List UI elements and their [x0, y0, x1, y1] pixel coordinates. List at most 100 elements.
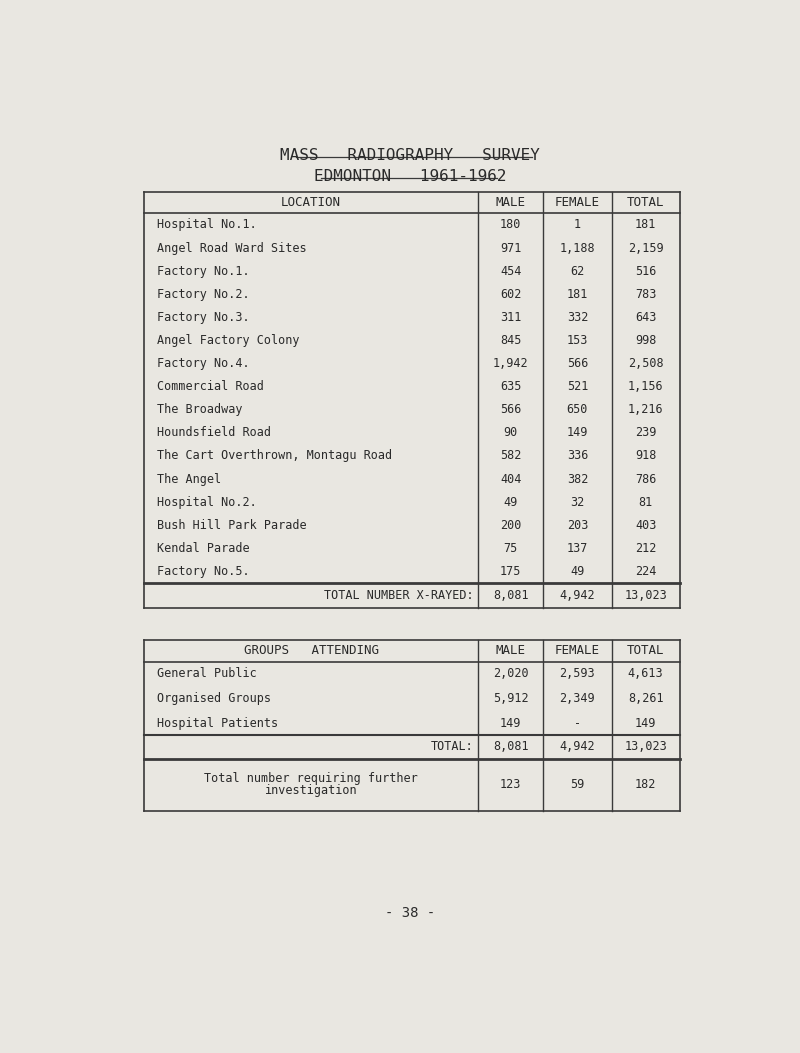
Text: 149: 149	[635, 717, 656, 730]
Text: 59: 59	[570, 778, 585, 791]
Text: 382: 382	[566, 473, 588, 485]
Text: 566: 566	[500, 403, 522, 416]
Text: 8,261: 8,261	[628, 692, 663, 704]
Text: 582: 582	[500, 450, 522, 462]
Text: 332: 332	[566, 311, 588, 324]
Text: 635: 635	[500, 380, 522, 393]
Text: 181: 181	[566, 287, 588, 301]
Text: Total number requiring further: Total number requiring further	[204, 772, 418, 786]
Text: 516: 516	[635, 264, 656, 278]
Text: 336: 336	[566, 450, 588, 462]
Text: TOTAL NUMBER X-RAYED:: TOTAL NUMBER X-RAYED:	[324, 589, 474, 602]
Text: 1,216: 1,216	[628, 403, 663, 416]
Text: Factory No.2.: Factory No.2.	[157, 287, 250, 301]
Text: Hospital No.1.: Hospital No.1.	[157, 218, 256, 232]
Text: 1,188: 1,188	[559, 241, 595, 255]
Text: Commercial Road: Commercial Road	[157, 380, 263, 393]
Text: MALE: MALE	[496, 196, 526, 210]
Text: 62: 62	[570, 264, 585, 278]
Text: 521: 521	[566, 380, 588, 393]
Text: 643: 643	[635, 311, 656, 324]
Text: TOTAL:: TOTAL:	[430, 740, 474, 754]
Text: 311: 311	[500, 311, 522, 324]
Text: FEMALE: FEMALE	[555, 644, 600, 657]
Text: 8,081: 8,081	[493, 589, 529, 602]
Text: Bush Hill Park Parade: Bush Hill Park Parade	[157, 519, 306, 532]
Text: MASS   RADIOGRAPHY   SURVEY: MASS RADIOGRAPHY SURVEY	[280, 147, 540, 163]
Text: 8,081: 8,081	[493, 740, 529, 754]
Text: 81: 81	[638, 496, 653, 509]
Text: 212: 212	[635, 542, 656, 555]
Text: 182: 182	[635, 778, 656, 791]
Text: 786: 786	[635, 473, 656, 485]
Text: TOTAL: TOTAL	[627, 644, 664, 657]
Text: 2,593: 2,593	[559, 668, 595, 680]
Text: 13,023: 13,023	[624, 740, 667, 754]
Text: EDMONTON   1961-1962: EDMONTON 1961-1962	[314, 168, 506, 183]
Text: 454: 454	[500, 264, 522, 278]
Text: 200: 200	[500, 519, 522, 532]
Text: 149: 149	[566, 426, 588, 439]
Text: - 38 -: - 38 -	[385, 907, 435, 920]
Text: 13,023: 13,023	[624, 589, 667, 602]
Text: Kendal Parade: Kendal Parade	[157, 542, 250, 555]
Text: Angel Road Ward Sites: Angel Road Ward Sites	[157, 241, 306, 255]
Text: 918: 918	[635, 450, 656, 462]
Text: 1: 1	[574, 218, 581, 232]
Text: The Angel: The Angel	[157, 473, 221, 485]
Text: 845: 845	[500, 334, 522, 346]
Text: 203: 203	[566, 519, 588, 532]
Text: The Broadway: The Broadway	[157, 403, 242, 416]
Text: 239: 239	[635, 426, 656, 439]
Text: 650: 650	[566, 403, 588, 416]
Text: 2,508: 2,508	[628, 357, 663, 370]
Text: 137: 137	[566, 542, 588, 555]
Text: 123: 123	[500, 778, 522, 791]
Text: LOCATION: LOCATION	[281, 196, 341, 210]
Text: 149: 149	[500, 717, 522, 730]
Text: 49: 49	[504, 496, 518, 509]
Text: 403: 403	[635, 519, 656, 532]
Text: MALE: MALE	[496, 644, 526, 657]
Text: 153: 153	[566, 334, 588, 346]
Text: Factory No.1.: Factory No.1.	[157, 264, 250, 278]
Text: 2,349: 2,349	[559, 692, 595, 704]
Text: General Public: General Public	[157, 668, 256, 680]
Text: Factory No.3.: Factory No.3.	[157, 311, 250, 324]
Text: 998: 998	[635, 334, 656, 346]
Text: 4,942: 4,942	[559, 589, 595, 602]
Text: FEMALE: FEMALE	[555, 196, 600, 210]
Text: 224: 224	[635, 564, 656, 578]
Text: 4,613: 4,613	[628, 668, 663, 680]
Text: 90: 90	[504, 426, 518, 439]
Text: Hospital Patients: Hospital Patients	[157, 717, 278, 730]
Text: Houndsfield Road: Houndsfield Road	[157, 426, 270, 439]
Text: -: -	[574, 717, 581, 730]
Text: Organised Groups: Organised Groups	[157, 692, 270, 704]
Text: 5,912: 5,912	[493, 692, 529, 704]
Text: Angel Factory Colony: Angel Factory Colony	[157, 334, 299, 346]
Text: Factory No.4.: Factory No.4.	[157, 357, 250, 370]
Text: 175: 175	[500, 564, 522, 578]
Text: Hospital No.2.: Hospital No.2.	[157, 496, 256, 509]
Text: The Cart Overthrown, Montagu Road: The Cart Overthrown, Montagu Road	[157, 450, 392, 462]
Text: Factory No.5.: Factory No.5.	[157, 564, 250, 578]
Text: 2,159: 2,159	[628, 241, 663, 255]
Text: 783: 783	[635, 287, 656, 301]
Text: 4,942: 4,942	[559, 740, 595, 754]
Text: 2,020: 2,020	[493, 668, 529, 680]
Text: TOTAL: TOTAL	[627, 196, 664, 210]
Text: 181: 181	[635, 218, 656, 232]
Text: 971: 971	[500, 241, 522, 255]
Text: GROUPS   ATTENDING: GROUPS ATTENDING	[244, 644, 378, 657]
Text: 602: 602	[500, 287, 522, 301]
Text: investigation: investigation	[265, 784, 358, 797]
Text: 75: 75	[504, 542, 518, 555]
Text: 49: 49	[570, 564, 585, 578]
Text: 1,942: 1,942	[493, 357, 529, 370]
Text: 404: 404	[500, 473, 522, 485]
Text: 32: 32	[570, 496, 585, 509]
Text: 180: 180	[500, 218, 522, 232]
Text: 1,156: 1,156	[628, 380, 663, 393]
Text: 566: 566	[566, 357, 588, 370]
